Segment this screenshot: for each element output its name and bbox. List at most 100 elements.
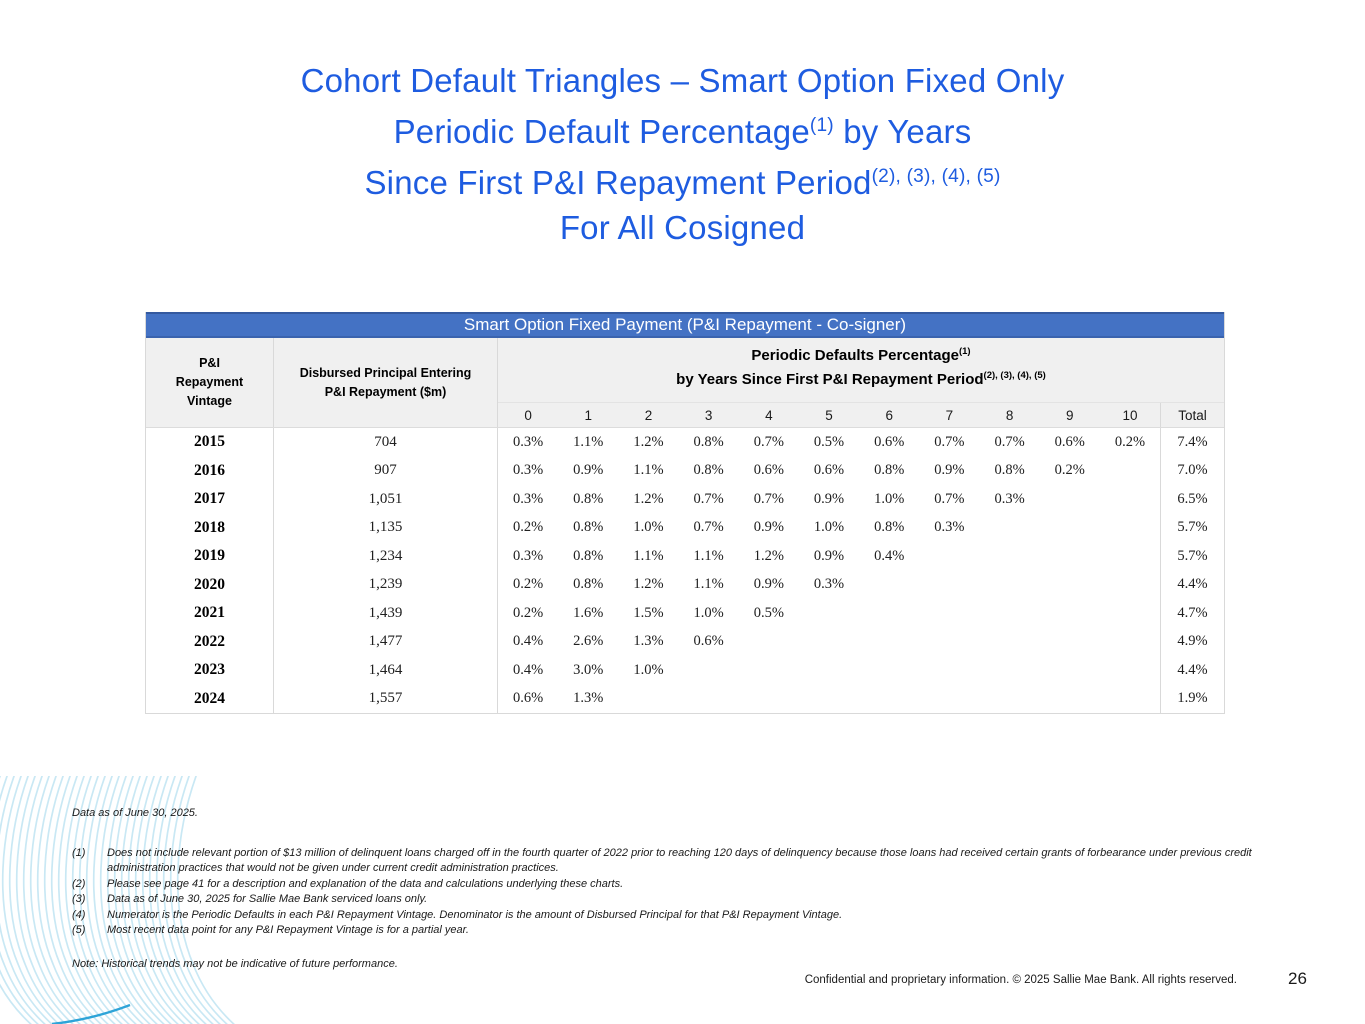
periodic-default-cell: 0.6% (813, 462, 845, 479)
periodic-default-cell (859, 685, 919, 714)
disbursed-cell: 1,239 (274, 570, 498, 599)
periodic-default-cell: 0.7% (693, 490, 724, 507)
periodic-default-cell (1100, 685, 1160, 714)
periodic-default-cell: 0.8% (573, 519, 604, 536)
periodic-default-cell (739, 628, 799, 657)
footnote-text: Does not include relevant portion of $13… (107, 846, 1252, 875)
disbursed-cell: 704 (274, 428, 498, 457)
disbursed-cell: 1,464 (274, 656, 498, 685)
table-row: 2015 704 0.3% 1.1% 1.2% 0.8% 0.7% 0.5% 0.6% 0.7% 0… (146, 428, 1224, 457)
periodic-default-cell (1040, 571, 1100, 600)
table-row: 2018 1,135 0.2% 0.8% 1.0% 0.7% 0.9% 1.0% 0.8% 0.3… (146, 513, 1224, 543)
periodic-default-cell (679, 685, 739, 714)
periodic-default-cell: 1.1% (693, 576, 724, 593)
periodic-default-cell (1100, 656, 1160, 685)
periodic-default-cell: 1.0% (693, 604, 724, 621)
periodic-default-cell: 1.1% (573, 433, 604, 450)
periodic-default-cell: 0.4% (512, 633, 544, 650)
periodic-default-cell: 1.2% (633, 576, 664, 593)
periodic-default-cell (859, 599, 919, 628)
periodic-default-cell (799, 628, 859, 657)
wave-pattern-decoration (0, 767, 244, 1024)
footnote-number: (5) (72, 924, 86, 936)
periodic-defaults-group-header: Periodic Defaults Percentage(1) by Years… (498, 338, 1224, 427)
total-cell: 5.7% (1160, 513, 1224, 542)
total-cell: 4.4% (1160, 656, 1224, 685)
confidential-footer: Confidential and proprietary information… (804, 974, 1237, 986)
footnote-list: (1) Does not include relevant portion of … (72, 846, 1312, 939)
periodic-default-cell: 1.6% (573, 604, 604, 621)
disbursed-cell: 1,051 (274, 485, 498, 514)
periodic-default-cell (980, 656, 1040, 685)
wave-accent-line (51, 1003, 131, 1024)
year-column-header: 2 (644, 407, 653, 423)
vintage-cell: 2019 (146, 542, 274, 571)
year-column-header: 5 (825, 407, 833, 423)
disbursed-cell: 1,477 (274, 627, 498, 656)
year-column-header: 3 (704, 407, 713, 423)
periodic-default-cell: 0.2% (512, 604, 544, 621)
periodic-default-cell (919, 656, 979, 685)
periodic-default-cell (919, 571, 979, 600)
periodic-default-cell (1100, 485, 1160, 514)
periodic-default-cell (1100, 542, 1160, 571)
total-cell: 1.9% (1160, 684, 1224, 713)
periodic-default-cell: 0.6% (753, 462, 784, 479)
vintage-cell: 2024 (146, 684, 274, 713)
year-column-header: 7 (945, 407, 954, 423)
periodic-default-cell: 1.1% (633, 462, 664, 479)
year-column-header: 9 (1066, 407, 1074, 423)
periodic-default-cell (1100, 457, 1160, 486)
table-row: 2023 1,464 0.4% 3.0% 1.0% 4.4% (146, 656, 1224, 685)
periodic-default-cell (1040, 514, 1100, 543)
periodic-default-cell: 1.3% (573, 690, 604, 707)
year-column-header: 4 (765, 407, 773, 423)
vintage-cell: 2022 (146, 627, 274, 656)
periodic-default-cell: 0.9% (934, 462, 965, 479)
year-column-header: 1 (584, 407, 593, 423)
periodic-default-cell: 0.9% (813, 547, 845, 564)
periodic-default-cell: 0.4% (512, 661, 544, 678)
periodic-default-cell: 0.6% (512, 690, 544, 707)
periodic-default-cell: 0.8% (874, 519, 905, 536)
periodic-default-cell (1040, 542, 1100, 571)
title-line-1: Cohort Default Triangles – Smart Option … (300, 62, 1065, 99)
table-header: P&I Repayment Vintage Disbursed Principa… (146, 338, 1224, 428)
disbursed-cell: 1,439 (274, 599, 498, 628)
periodic-default-cell: 0.5% (813, 433, 845, 450)
table-row: 2017 1,051 0.3% 0.8% 1.2% 0.7% 0.7% 0.9% 1.0% 0.7… (146, 485, 1224, 514)
periodic-default-cell (919, 685, 979, 714)
footnote-number: (4) (72, 908, 86, 921)
periodic-default-cell: 0.6% (693, 633, 724, 650)
title-line-4: For All Cosigned (559, 209, 806, 246)
periodic-default-cell: 1.5% (633, 604, 664, 621)
periodic-default-cell (980, 571, 1040, 600)
periodic-default-cell: 0.2% (1054, 462, 1085, 479)
periodic-default-cell (1100, 599, 1160, 628)
title-line-3: Since First P&I Repayment Period(2), (3)… (364, 164, 1001, 201)
periodic-default-cell: 0.6% (1054, 433, 1085, 450)
footnotes-section: Data as of June 30, 2025. (1) Does not in… (72, 806, 1312, 972)
periodic-default-cell (739, 685, 799, 714)
group-header-superscript-1: (1) (958, 346, 971, 357)
total-cell: 4.9% (1160, 627, 1224, 656)
total-cell: 7.4% (1160, 428, 1224, 457)
title-superscript-2: (2), (3), (4), (5) (871, 166, 1001, 187)
periodic-default-cell (980, 542, 1040, 571)
disbursed-cell: 1,234 (274, 542, 498, 571)
group-header-line-1: Periodic Defaults Percentage(1) (751, 346, 971, 364)
periodic-default-cell: 0.7% (934, 433, 965, 450)
periodic-default-cell (980, 599, 1040, 628)
footnote-item: (5) Most recent data point for any P&I Re… (72, 923, 1312, 939)
periodic-default-cell: 0.9% (753, 519, 784, 536)
table-row: 2022 1,477 0.4% 2.6% 1.3% 0.6% 4.9% (146, 627, 1224, 657)
group-header-superscript-2: (2), (3), (4), (5) (983, 370, 1046, 381)
periodic-default-cell: 0.3% (934, 519, 965, 536)
periodic-default-cell (919, 542, 979, 571)
periodic-default-cell: 0.7% (753, 433, 784, 450)
disbursed-column-header: Disbursed Principal Entering P&I Repayme… (274, 338, 498, 427)
periodic-default-cell: 0.8% (874, 462, 905, 479)
year-column-header: 8 (1005, 407, 1014, 423)
footnote-text: Data as of June 30, 2025 for Sallie Mae … (107, 893, 428, 905)
